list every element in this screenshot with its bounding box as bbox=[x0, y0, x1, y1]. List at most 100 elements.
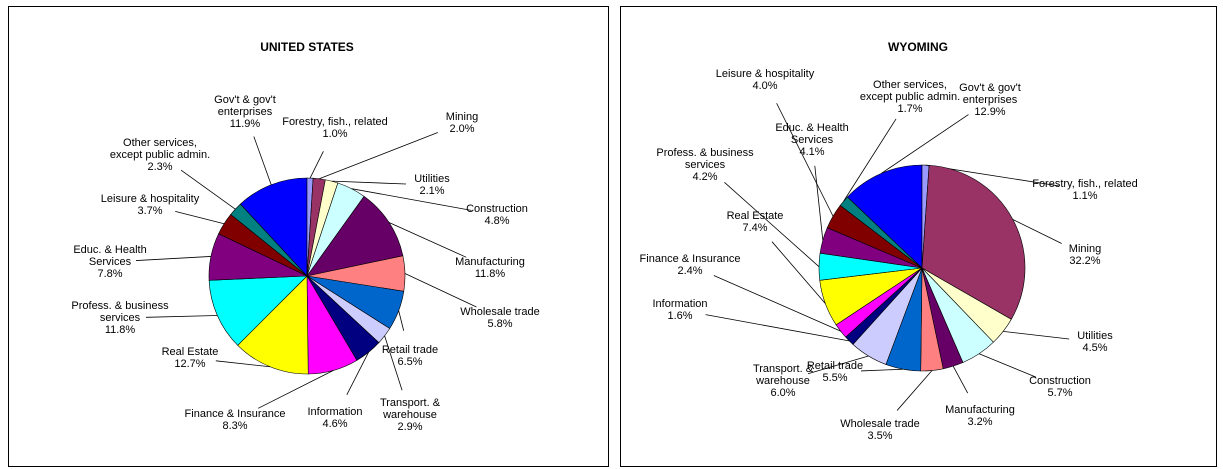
slice-label: Leisure & hospitality 3.7% bbox=[101, 193, 199, 217]
value-label: 1.6% bbox=[667, 310, 693, 322]
value-label: 12.7% bbox=[174, 358, 206, 370]
slice-label: Real Estate 12.7% bbox=[162, 346, 219, 370]
value-label: 11.9% bbox=[229, 118, 261, 130]
slice-label: Gov't & gov't enterprises 12.9% bbox=[959, 82, 1021, 118]
leader-line bbox=[776, 103, 834, 217]
category-label: Construction bbox=[466, 203, 528, 215]
category-label: Real Estate bbox=[161, 346, 219, 358]
category-label: Wholesale trade bbox=[840, 418, 920, 430]
category-label: Educ. & Health Services bbox=[73, 244, 147, 268]
value-label: 2.1% bbox=[419, 185, 445, 197]
category-label: Leisure & hospitality bbox=[715, 68, 815, 80]
slice-label: Retail trade 5.5% bbox=[807, 360, 863, 384]
category-label: Retail trade bbox=[806, 360, 864, 372]
slice-label: Forestry, fish., related 1.1% bbox=[1032, 178, 1138, 202]
value-label: 7.4% bbox=[742, 222, 768, 234]
value-label: 6.0% bbox=[770, 387, 796, 399]
pie-slice bbox=[239, 177, 308, 277]
value-label: 4.6% bbox=[322, 418, 348, 430]
value-label: 11.8% bbox=[104, 324, 136, 336]
category-label: Leisure & hospitality bbox=[100, 193, 200, 205]
slice-label: Wholesale trade 3.5% bbox=[840, 418, 920, 442]
slice-label: Retail trade 6.5% bbox=[382, 344, 438, 368]
leader-line bbox=[860, 368, 904, 372]
leader-line bbox=[404, 273, 477, 308]
category-label: Wholesale trade bbox=[460, 306, 540, 318]
value-label: 1.1% bbox=[1072, 190, 1098, 202]
leader-line bbox=[952, 365, 969, 394]
value-label: 4.5% bbox=[1082, 342, 1108, 354]
value-label: 4.8% bbox=[484, 215, 510, 227]
category-label: Forestry, fish., related bbox=[1032, 178, 1138, 190]
leader-line bbox=[135, 256, 211, 261]
category-label: Transport. & warehouse bbox=[752, 363, 814, 387]
leader-line bbox=[978, 353, 1037, 378]
category-label: Forestry, fish., related bbox=[282, 116, 388, 128]
category-label: Real Estate bbox=[726, 210, 784, 222]
leader-line bbox=[705, 314, 850, 342]
category-label: Utilities bbox=[414, 173, 450, 185]
category-label: Mining bbox=[1068, 243, 1102, 255]
category-label: Mining bbox=[445, 111, 479, 123]
category-label: Other services, except public admin. bbox=[859, 79, 961, 103]
leader-line bbox=[346, 352, 369, 396]
value-label: 4.0% bbox=[752, 80, 778, 92]
slice-label: Information 1.6% bbox=[652, 298, 707, 322]
slice-label: Mining 2.0% bbox=[446, 111, 478, 135]
leader-line bbox=[843, 118, 897, 202]
slice-label: Real Estate 7.4% bbox=[727, 210, 784, 234]
slice-label: Manufacturing 11.8% bbox=[455, 256, 525, 280]
category-label: Gov't & gov't enterprises bbox=[959, 82, 1021, 106]
chart-title: WYOMING bbox=[888, 40, 948, 54]
leader-line bbox=[1003, 330, 1070, 340]
leader-line bbox=[309, 151, 324, 179]
slice-label: Other services, except public admin. 2.3% bbox=[110, 137, 210, 173]
slice-label: Leisure & hospitality 4.0% bbox=[716, 68, 814, 92]
leader-line bbox=[807, 355, 869, 375]
leader-line bbox=[713, 275, 841, 332]
value-label: 5.5% bbox=[822, 372, 848, 384]
slice-label: Mining 32.2% bbox=[1069, 243, 1101, 267]
leader-line bbox=[896, 370, 933, 411]
leader-line bbox=[258, 370, 334, 409]
value-label: 1.0% bbox=[322, 128, 348, 140]
pie-slice bbox=[921, 164, 1026, 320]
value-label: 2.4% bbox=[677, 265, 703, 277]
leader-line bbox=[175, 210, 225, 225]
slice-label: Profess. & business services 11.8% bbox=[71, 300, 168, 336]
leader-line bbox=[384, 335, 403, 391]
value-label: 2.9% bbox=[397, 421, 423, 433]
value-label: 5.7% bbox=[1047, 387, 1073, 399]
leader-line bbox=[814, 165, 824, 241]
slice-label: Gov't & gov't enterprises 11.9% bbox=[214, 94, 276, 130]
slice-label: Finance & Insurance 8.3% bbox=[185, 408, 286, 432]
leader-line bbox=[881, 114, 969, 174]
category-label: Finance & Insurance bbox=[639, 253, 741, 265]
slice-label: Utilities 4.5% bbox=[1077, 330, 1112, 354]
category-label: Construction bbox=[1029, 375, 1091, 387]
leader-line bbox=[331, 180, 407, 185]
value-label: 4.1% bbox=[799, 146, 825, 158]
category-label: Educ. & Health Services bbox=[775, 122, 849, 146]
leader-line bbox=[1012, 219, 1062, 244]
value-label: 2.0% bbox=[449, 123, 475, 135]
slice-label: Wholesale trade 5.8% bbox=[460, 306, 540, 330]
leader-line bbox=[388, 222, 467, 258]
value-label: 1.7% bbox=[897, 103, 923, 115]
chart-title: UNITED STATES bbox=[260, 40, 354, 54]
category-label: Utilities bbox=[1077, 330, 1113, 342]
value-label: 11.8% bbox=[474, 268, 506, 280]
leader-line bbox=[253, 136, 272, 185]
slice-label: Profess. & business services 4.2% bbox=[656, 147, 753, 183]
pie-slice bbox=[208, 275, 308, 346]
category-label: Profess. & business services bbox=[71, 300, 169, 324]
value-label: 3.7% bbox=[137, 205, 163, 217]
category-label: Manufacturing bbox=[455, 256, 525, 268]
value-label: 2.3% bbox=[147, 161, 173, 173]
pie-slice bbox=[230, 203, 308, 277]
category-label: Other services, except public admin. bbox=[109, 137, 211, 161]
category-label: Retail trade bbox=[381, 344, 439, 356]
leader-line bbox=[398, 310, 405, 331]
